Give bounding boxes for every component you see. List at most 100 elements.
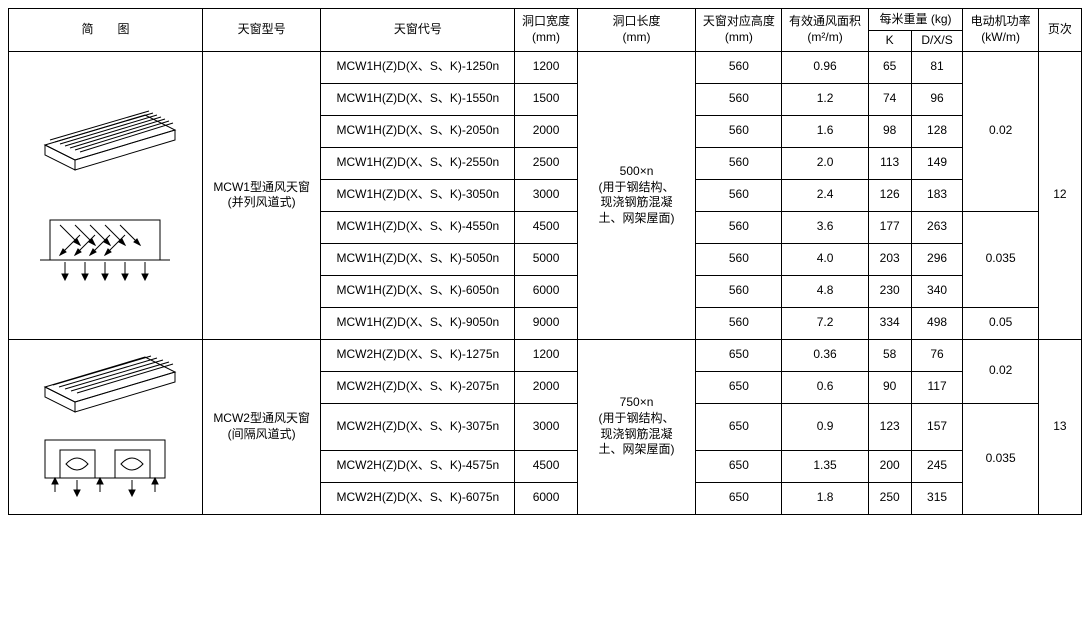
model-cell-1: MCW1型通风天窗 (并列风道式) (202, 51, 321, 339)
openl-line: 现浇钢筋混凝 (601, 195, 673, 209)
w-cell: 9000 (515, 307, 577, 339)
table-row: MCW1型通风天窗 (并列风道式) MCW1H(Z)D(X、S、K)-1250n… (9, 51, 1082, 83)
hdr-height-unit: (mm) (725, 30, 753, 44)
dxs-cell: 117 (911, 371, 963, 403)
area-cell: 4.0 (782, 243, 868, 275)
openl-line: (用于钢结构、 (599, 411, 675, 425)
h-cell: 560 (696, 147, 782, 179)
spec-table: 简 图 天窗型号 天窗代号 洞口宽度 (mm) 洞口长度 (mm) 天窗对应高度… (8, 8, 1082, 515)
code-cell: MCW2H(Z)D(X、S、K)-1275n (321, 339, 515, 371)
dxs-cell: 149 (911, 147, 963, 179)
hdr-motor: 电动机功率 (kW/m) (963, 9, 1038, 52)
h-cell: 560 (696, 211, 782, 243)
hdr-code: 天窗代号 (321, 9, 515, 52)
k-cell: 230 (868, 275, 911, 307)
motor-cell-1c: 0.05 (963, 307, 1038, 339)
dxs-cell: 183 (911, 179, 963, 211)
k-cell: 126 (868, 179, 911, 211)
h-cell: 560 (696, 307, 782, 339)
model-line: (间隔风道式) (228, 427, 296, 441)
model-line: MCW1型通风天窗 (213, 180, 310, 194)
code-cell: MCW1H(Z)D(X、S、K)-4550n (321, 211, 515, 243)
dxs-cell: 498 (911, 307, 963, 339)
h-cell: 650 (696, 371, 782, 403)
hdr-openl-unit: (mm) (623, 30, 651, 44)
area-cell: 2.4 (782, 179, 868, 211)
code-cell: MCW1H(Z)D(X、S、K)-1250n (321, 51, 515, 83)
code-cell: MCW1H(Z)D(X、S、K)-5050n (321, 243, 515, 275)
h-cell: 650 (696, 450, 782, 482)
w-cell: 1200 (515, 51, 577, 83)
hdr-model: 天窗型号 (202, 9, 321, 52)
h-cell: 560 (696, 115, 782, 147)
area-cell: 0.9 (782, 403, 868, 450)
hdr-openw-unit: (mm) (532, 30, 560, 44)
w-cell: 3000 (515, 179, 577, 211)
hdr-weight-dxs: D/X/S (911, 31, 963, 52)
k-cell: 90 (868, 371, 911, 403)
skylight-section-spaced-icon (30, 432, 180, 512)
area-cell: 1.35 (782, 450, 868, 482)
area-cell: 1.8 (782, 482, 868, 514)
area-cell: 7.2 (782, 307, 868, 339)
model-line: MCW2型通风天窗 (213, 411, 310, 425)
dxs-cell: 340 (911, 275, 963, 307)
h-cell: 560 (696, 83, 782, 115)
table-row: MCW2型通风天窗 (间隔风道式) MCW2H(Z)D(X、S、K)-1275n… (9, 339, 1082, 371)
skylight-isometric-icon (25, 90, 185, 210)
k-cell: 334 (868, 307, 911, 339)
openl-line: 750×n (620, 395, 654, 409)
k-cell: 98 (868, 115, 911, 147)
motor-cell-1a: 0.02 (963, 51, 1038, 211)
dxs-cell: 315 (911, 482, 963, 514)
k-cell: 177 (868, 211, 911, 243)
area-cell: 0.96 (782, 51, 868, 83)
area-cell: 2.0 (782, 147, 868, 179)
code-cell: MCW1H(Z)D(X、S、K)-9050n (321, 307, 515, 339)
hdr-motor-label: 电动机功率 (971, 14, 1031, 28)
motor-cell-1b: 0.035 (963, 211, 1038, 307)
hdr-weight: 每米重量 (kg) (868, 9, 963, 31)
hdr-openw-label: 洞口宽度 (522, 14, 570, 28)
hdr-motor-unit: (kW/m) (981, 30, 1020, 44)
hdr-height: 天窗对应高度 (mm) (696, 9, 782, 52)
k-cell: 203 (868, 243, 911, 275)
dxs-cell: 81 (911, 51, 963, 83)
code-cell: MCW1H(Z)D(X、S、K)-3050n (321, 179, 515, 211)
diagram-mcw2 (9, 339, 203, 514)
openl-line: 土、网架屋面) (599, 442, 675, 456)
dxs-cell: 157 (911, 403, 963, 450)
area-cell: 3.6 (782, 211, 868, 243)
h-cell: 560 (696, 275, 782, 307)
k-cell: 58 (868, 339, 911, 371)
hdr-openl-label: 洞口长度 (613, 14, 661, 28)
skylight-isometric-icon (25, 342, 185, 432)
dxs-cell: 296 (911, 243, 963, 275)
w-cell: 4500 (515, 450, 577, 482)
k-cell: 113 (868, 147, 911, 179)
area-cell: 1.2 (782, 83, 868, 115)
dxs-cell: 245 (911, 450, 963, 482)
hdr-area-unit: (m²/m) (807, 30, 842, 44)
hdr-area-label: 有效通风面积 (789, 14, 861, 28)
area-cell: 0.6 (782, 371, 868, 403)
motor-cell-2b: 0.035 (963, 403, 1038, 514)
page-cell-2: 13 (1038, 339, 1081, 514)
h-cell: 560 (696, 179, 782, 211)
h-cell: 650 (696, 403, 782, 450)
w-cell: 4500 (515, 211, 577, 243)
hdr-height-label: 天窗对应高度 (703, 14, 775, 28)
dxs-cell: 128 (911, 115, 963, 147)
k-cell: 123 (868, 403, 911, 450)
model-cell-2: MCW2型通风天窗 (间隔风道式) (202, 339, 321, 514)
code-cell: MCW1H(Z)D(X、S、K)-6050n (321, 275, 515, 307)
hdr-diagram: 简 图 (9, 9, 203, 52)
openl-line: (用于钢结构、 (599, 180, 675, 194)
code-cell: MCW2H(Z)D(X、S、K)-3075n (321, 403, 515, 450)
h-cell: 650 (696, 339, 782, 371)
model-line: (并列风道式) (228, 195, 296, 209)
code-cell: MCW1H(Z)D(X、S、K)-2050n (321, 115, 515, 147)
page-cell-1: 12 (1038, 51, 1081, 339)
w-cell: 6000 (515, 482, 577, 514)
code-cell: MCW2H(Z)D(X、S、K)-6075n (321, 482, 515, 514)
